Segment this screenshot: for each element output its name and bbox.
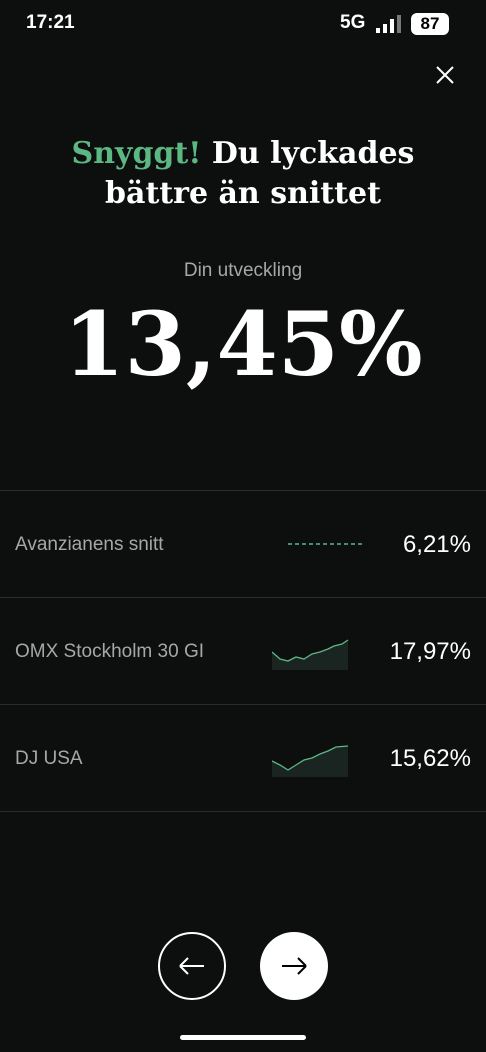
row-value: 6,21% (402, 531, 471, 558)
row-label: DJ USA (15, 748, 83, 769)
sparkline (272, 639, 349, 670)
row-label: Avanzianens snitt (15, 534, 164, 555)
time: 17:21 (26, 12, 75, 33)
headline-line1: Snyggt! Du lyckades (0, 136, 486, 171)
network: 5G (340, 12, 366, 33)
battery: 87 (411, 13, 449, 35)
headline-highlight: Snyggt! (71, 136, 202, 171)
row-value: 17,97% (389, 638, 471, 665)
next-button[interactable] (260, 932, 328, 1000)
row[interactable]: Avanzianens snitt 6,21% (0, 490, 486, 598)
row[interactable]: DJ USA 15,62% (0, 704, 486, 812)
row[interactable]: OMX Stockholm 30 GI 17,97% (0, 597, 486, 705)
dashed-line (288, 543, 363, 545)
headline-text: Du lyckades (211, 136, 415, 171)
sparkline (272, 745, 349, 777)
nav-buttons (158, 932, 328, 1000)
result-value: 13,45% (63, 292, 423, 396)
divider (0, 811, 486, 812)
signal-icon (376, 15, 401, 33)
back-button[interactable] (158, 932, 226, 1000)
result-label: Din utveckling (183, 260, 303, 281)
headline-line2: bättre än snittet (105, 176, 381, 211)
row-label: OMX Stockholm 30 GI (15, 641, 205, 662)
row-value: 15,62% (389, 745, 471, 772)
home-indicator (180, 1035, 306, 1040)
close-button[interactable] (434, 64, 456, 86)
